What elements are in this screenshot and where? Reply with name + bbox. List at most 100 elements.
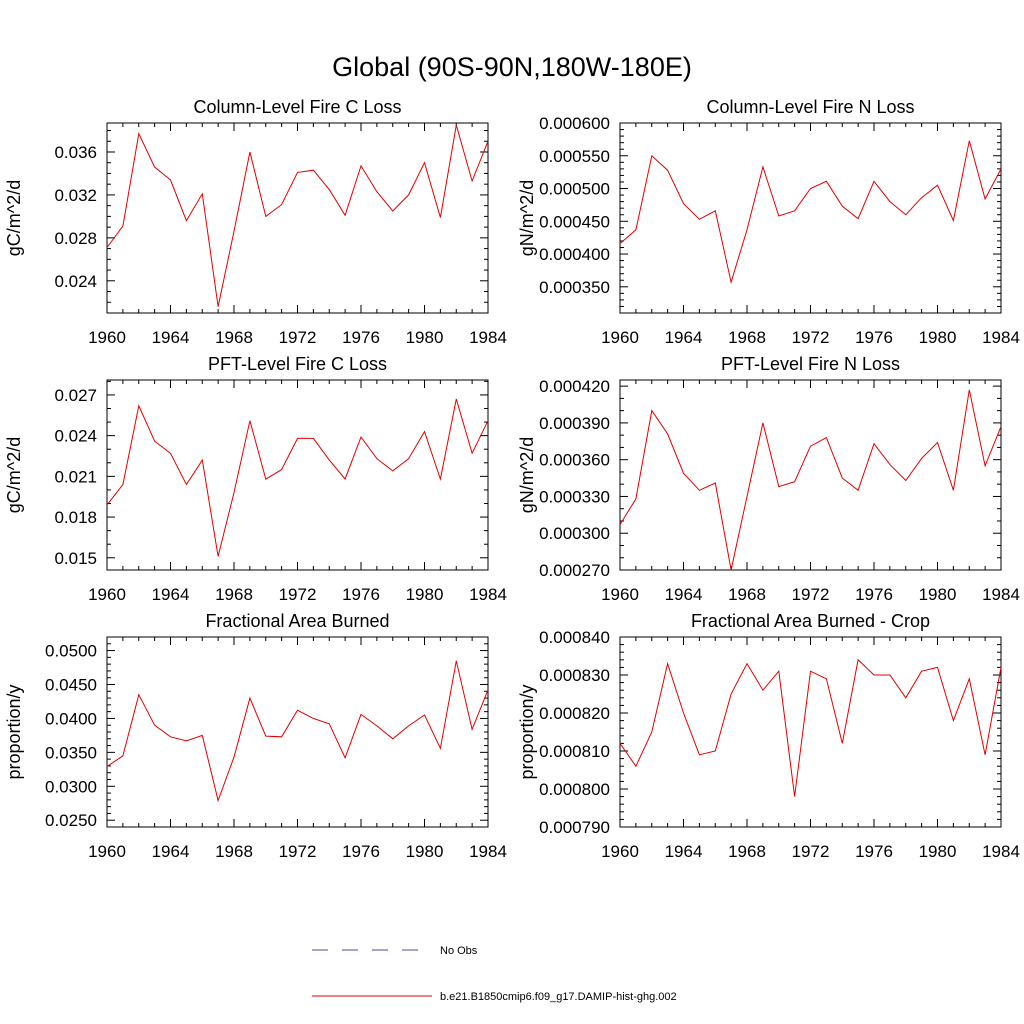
y-tick-label: 0.024	[54, 272, 97, 291]
chart-title: Column-Level Fire C Loss	[193, 97, 401, 117]
x-tick-label: 1984	[982, 328, 1020, 347]
x-tick-label: 1980	[406, 842, 444, 861]
x-tick-label: 1964	[152, 842, 190, 861]
x-tick-label: 1960	[88, 585, 126, 604]
y-tick-label: 0.000810	[539, 742, 610, 761]
chart-panel-6: Fractional Area Burned - Crop proportion/…	[517, 611, 1020, 861]
y-tick-label: 0.000790	[539, 818, 610, 837]
x-tick-label: 1972	[279, 328, 317, 347]
y-tick-label: 0.000400	[539, 245, 610, 264]
x-tick-label: 1968	[215, 585, 253, 604]
y-axis-label: gN/m^2/d	[517, 437, 537, 513]
x-tick-label: 1980	[406, 585, 444, 604]
y-tick-label: 0.000800	[539, 780, 610, 799]
legend-label-no-obs: No Obs	[440, 945, 478, 957]
plot-frame	[619, 636, 1002, 828]
y-tick-label: 0.028	[54, 229, 97, 248]
series-line-1	[106, 124, 489, 307]
y-tick-label: 0.0250	[45, 811, 97, 830]
y-tick-label: 0.024	[54, 427, 97, 446]
x-tick-label: 1980	[406, 328, 444, 347]
x-tick-label: 1976	[342, 842, 380, 861]
x-tick-label: 1968	[728, 585, 766, 604]
chart-title: Fractional Area Burned	[205, 611, 389, 631]
x-tick-label: 1984	[982, 842, 1020, 861]
series-line-1	[106, 660, 489, 803]
y-tick-label: 0.036	[54, 143, 97, 162]
y-axis-label: gN/m^2/d	[517, 180, 537, 256]
x-tick-label: 1968	[215, 842, 253, 861]
y-tick-label: 0.000270	[539, 561, 610, 580]
x-tick-label: 1984	[469, 585, 507, 604]
series-line-1	[619, 140, 1002, 285]
y-tick-label: 0.000330	[539, 487, 610, 506]
chart-panel-3: PFT-Level Fire C Loss gC/m^2/d 1960 1964 196…	[4, 354, 507, 604]
chart-title: Fractional Area Burned - Crop	[691, 611, 930, 631]
page-title: Global (90S-90N,180W-180E)	[332, 52, 692, 82]
y-axis-label: proportion/y	[4, 684, 24, 779]
y-tick-label: 0.0300	[45, 777, 97, 796]
chart-title: Column-Level Fire N Loss	[706, 97, 914, 117]
x-tick-label: 1960	[601, 842, 639, 861]
x-tick-label: 1960	[601, 328, 639, 347]
legend-label-model-run: b.e21.B1850cmip6.f09_g17.DAMIP-hist-ghg.…	[440, 991, 677, 1003]
x-tick-label: 1964	[665, 585, 703, 604]
x-tick-label: 1976	[855, 842, 893, 861]
x-tick-label: 1976	[855, 328, 893, 347]
y-axis-label: gC/m^2/d	[4, 180, 24, 256]
chart-panels: Column-Level Fire C Loss gC/m^2/d 1960 1964…	[4, 97, 1020, 861]
legend: No Obs b.e21.B1850cmip6.f09_g17.DAMIP-hi…	[312, 945, 677, 1003]
plot-frame	[619, 379, 1002, 571]
x-tick-label: 1976	[342, 585, 380, 604]
x-tick-label: 1960	[88, 328, 126, 347]
chart-panel-1: Column-Level Fire C Loss gC/m^2/d 1960 1964…	[4, 97, 507, 347]
x-tick-label: 1968	[215, 328, 253, 347]
y-tick-label: 0.0500	[45, 642, 97, 661]
y-tick-label: 0.000420	[539, 377, 610, 396]
plot-frame	[106, 122, 489, 314]
x-tick-label: 1980	[919, 328, 957, 347]
plot-frame	[106, 379, 489, 571]
x-tick-label: 1964	[665, 328, 703, 347]
x-tick-label: 1964	[152, 585, 190, 604]
y-tick-label: 0.000450	[539, 212, 610, 231]
x-tick-label: 1964	[665, 842, 703, 861]
x-tick-label: 1968	[728, 328, 766, 347]
y-tick-label: 0.0450	[45, 676, 97, 695]
series-line-1	[619, 658, 1002, 797]
y-tick-label: 0.032	[54, 186, 97, 205]
x-tick-label: 1960	[601, 585, 639, 604]
y-tick-label: 0.000820	[539, 704, 610, 723]
y-tick-label: 0.0400	[45, 709, 97, 728]
chart-panel-2: Column-Level Fire N Loss gN/m^2/d 1960 1964…	[517, 97, 1020, 347]
x-tick-label: 1976	[342, 328, 380, 347]
x-tick-label: 1964	[152, 328, 190, 347]
y-axis-label: proportion/y	[517, 684, 537, 779]
x-tick-label: 1980	[919, 842, 957, 861]
x-tick-label: 1972	[792, 585, 830, 604]
x-tick-label: 1976	[855, 585, 893, 604]
series-line-1	[106, 398, 489, 557]
y-tick-label: 0.0350	[45, 743, 97, 762]
y-tick-label: 0.021	[54, 467, 97, 486]
y-tick-label: 0.000500	[539, 180, 610, 199]
x-tick-label: 1980	[919, 585, 957, 604]
x-tick-label: 1972	[792, 842, 830, 861]
y-tick-label: 0.027	[54, 386, 97, 405]
y-tick-label: 0.015	[54, 549, 97, 568]
chart-title: PFT-Level Fire C Loss	[208, 354, 387, 374]
x-tick-label: 1968	[728, 842, 766, 861]
x-tick-label: 1984	[469, 328, 507, 347]
y-tick-label: 0.000350	[539, 278, 610, 297]
x-tick-label: 1984	[469, 842, 507, 861]
y-tick-label: 0.000830	[539, 666, 610, 685]
x-tick-label: 1984	[982, 585, 1020, 604]
series-line-1	[619, 389, 1002, 571]
chart-panel-5: Fractional Area Burned proportion/y 1960 19…	[4, 611, 507, 861]
chart-title: PFT-Level Fire N Loss	[721, 354, 900, 374]
chart-panel-4: PFT-Level Fire N Loss gN/m^2/d 1960 1964 196…	[517, 354, 1020, 604]
x-tick-label: 1972	[279, 842, 317, 861]
x-tick-label: 1972	[279, 585, 317, 604]
y-axis-label: gC/m^2/d	[4, 437, 24, 513]
